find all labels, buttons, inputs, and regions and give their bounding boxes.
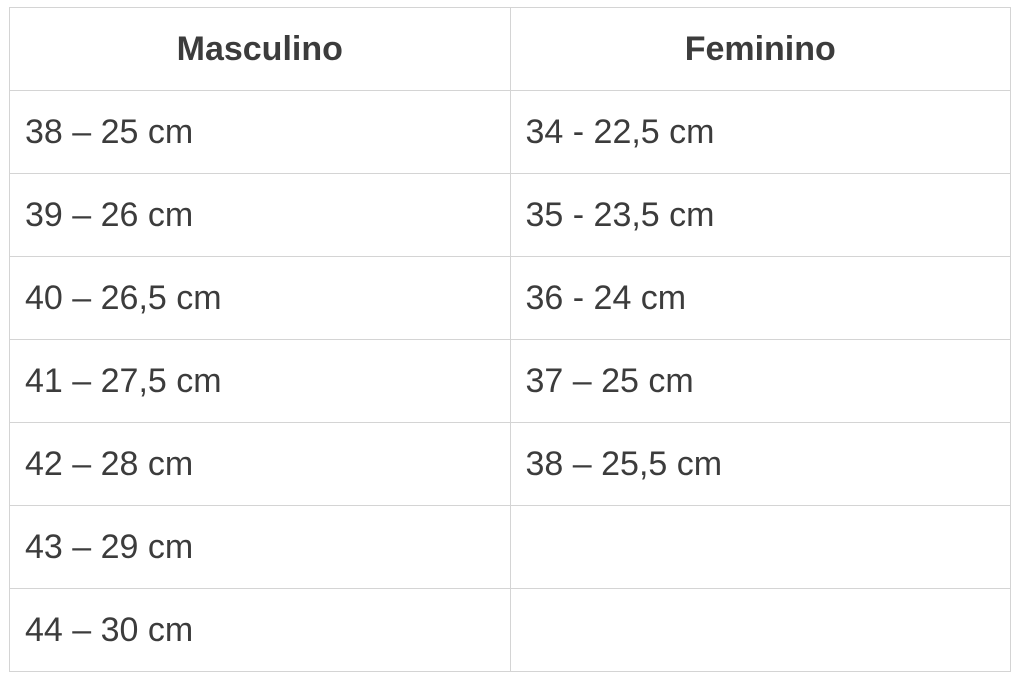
cell-feminino: 37 – 25 cm	[509, 339, 1011, 423]
cell-masculino: 38 – 25 cm	[9, 90, 511, 174]
cell-feminino: 34 - 22,5 cm	[509, 90, 1011, 174]
cell-feminino: 38 – 25,5 cm	[509, 422, 1011, 506]
cell-masculino: 43 – 29 cm	[9, 505, 511, 589]
cell-masculino: 41 – 27,5 cm	[9, 339, 511, 423]
cell-feminino: 35 - 23,5 cm	[509, 173, 1011, 257]
table-row: 41 – 27,5 cm 37 – 25 cm	[9, 339, 1011, 423]
header-row: Masculino Feminino	[9, 7, 1011, 91]
table-row: 42 – 28 cm 38 – 25,5 cm	[9, 422, 1011, 506]
table-row: 39 – 26 cm 35 - 23,5 cm	[9, 173, 1011, 257]
cell-feminino	[509, 588, 1011, 672]
cell-masculino: 42 – 28 cm	[9, 422, 511, 506]
cell-feminino: 36 - 24 cm	[509, 256, 1011, 340]
header-feminino: Feminino	[509, 7, 1011, 91]
table-row: 44 – 30 cm	[9, 588, 1011, 672]
size-table: Masculino Feminino 38 – 25 cm 34 - 22,5 c…	[9, 7, 1011, 672]
cell-masculino: 40 – 26,5 cm	[9, 256, 511, 340]
table-row: 38 – 25 cm 34 - 22,5 cm	[9, 90, 1011, 174]
cell-masculino: 44 – 30 cm	[9, 588, 511, 672]
header-masculino: Masculino	[9, 7, 511, 91]
table-row: 40 – 26,5 cm 36 - 24 cm	[9, 256, 1011, 340]
cell-masculino: 39 – 26 cm	[9, 173, 511, 257]
cell-feminino	[509, 505, 1011, 589]
table-row: 43 – 29 cm	[9, 505, 1011, 589]
